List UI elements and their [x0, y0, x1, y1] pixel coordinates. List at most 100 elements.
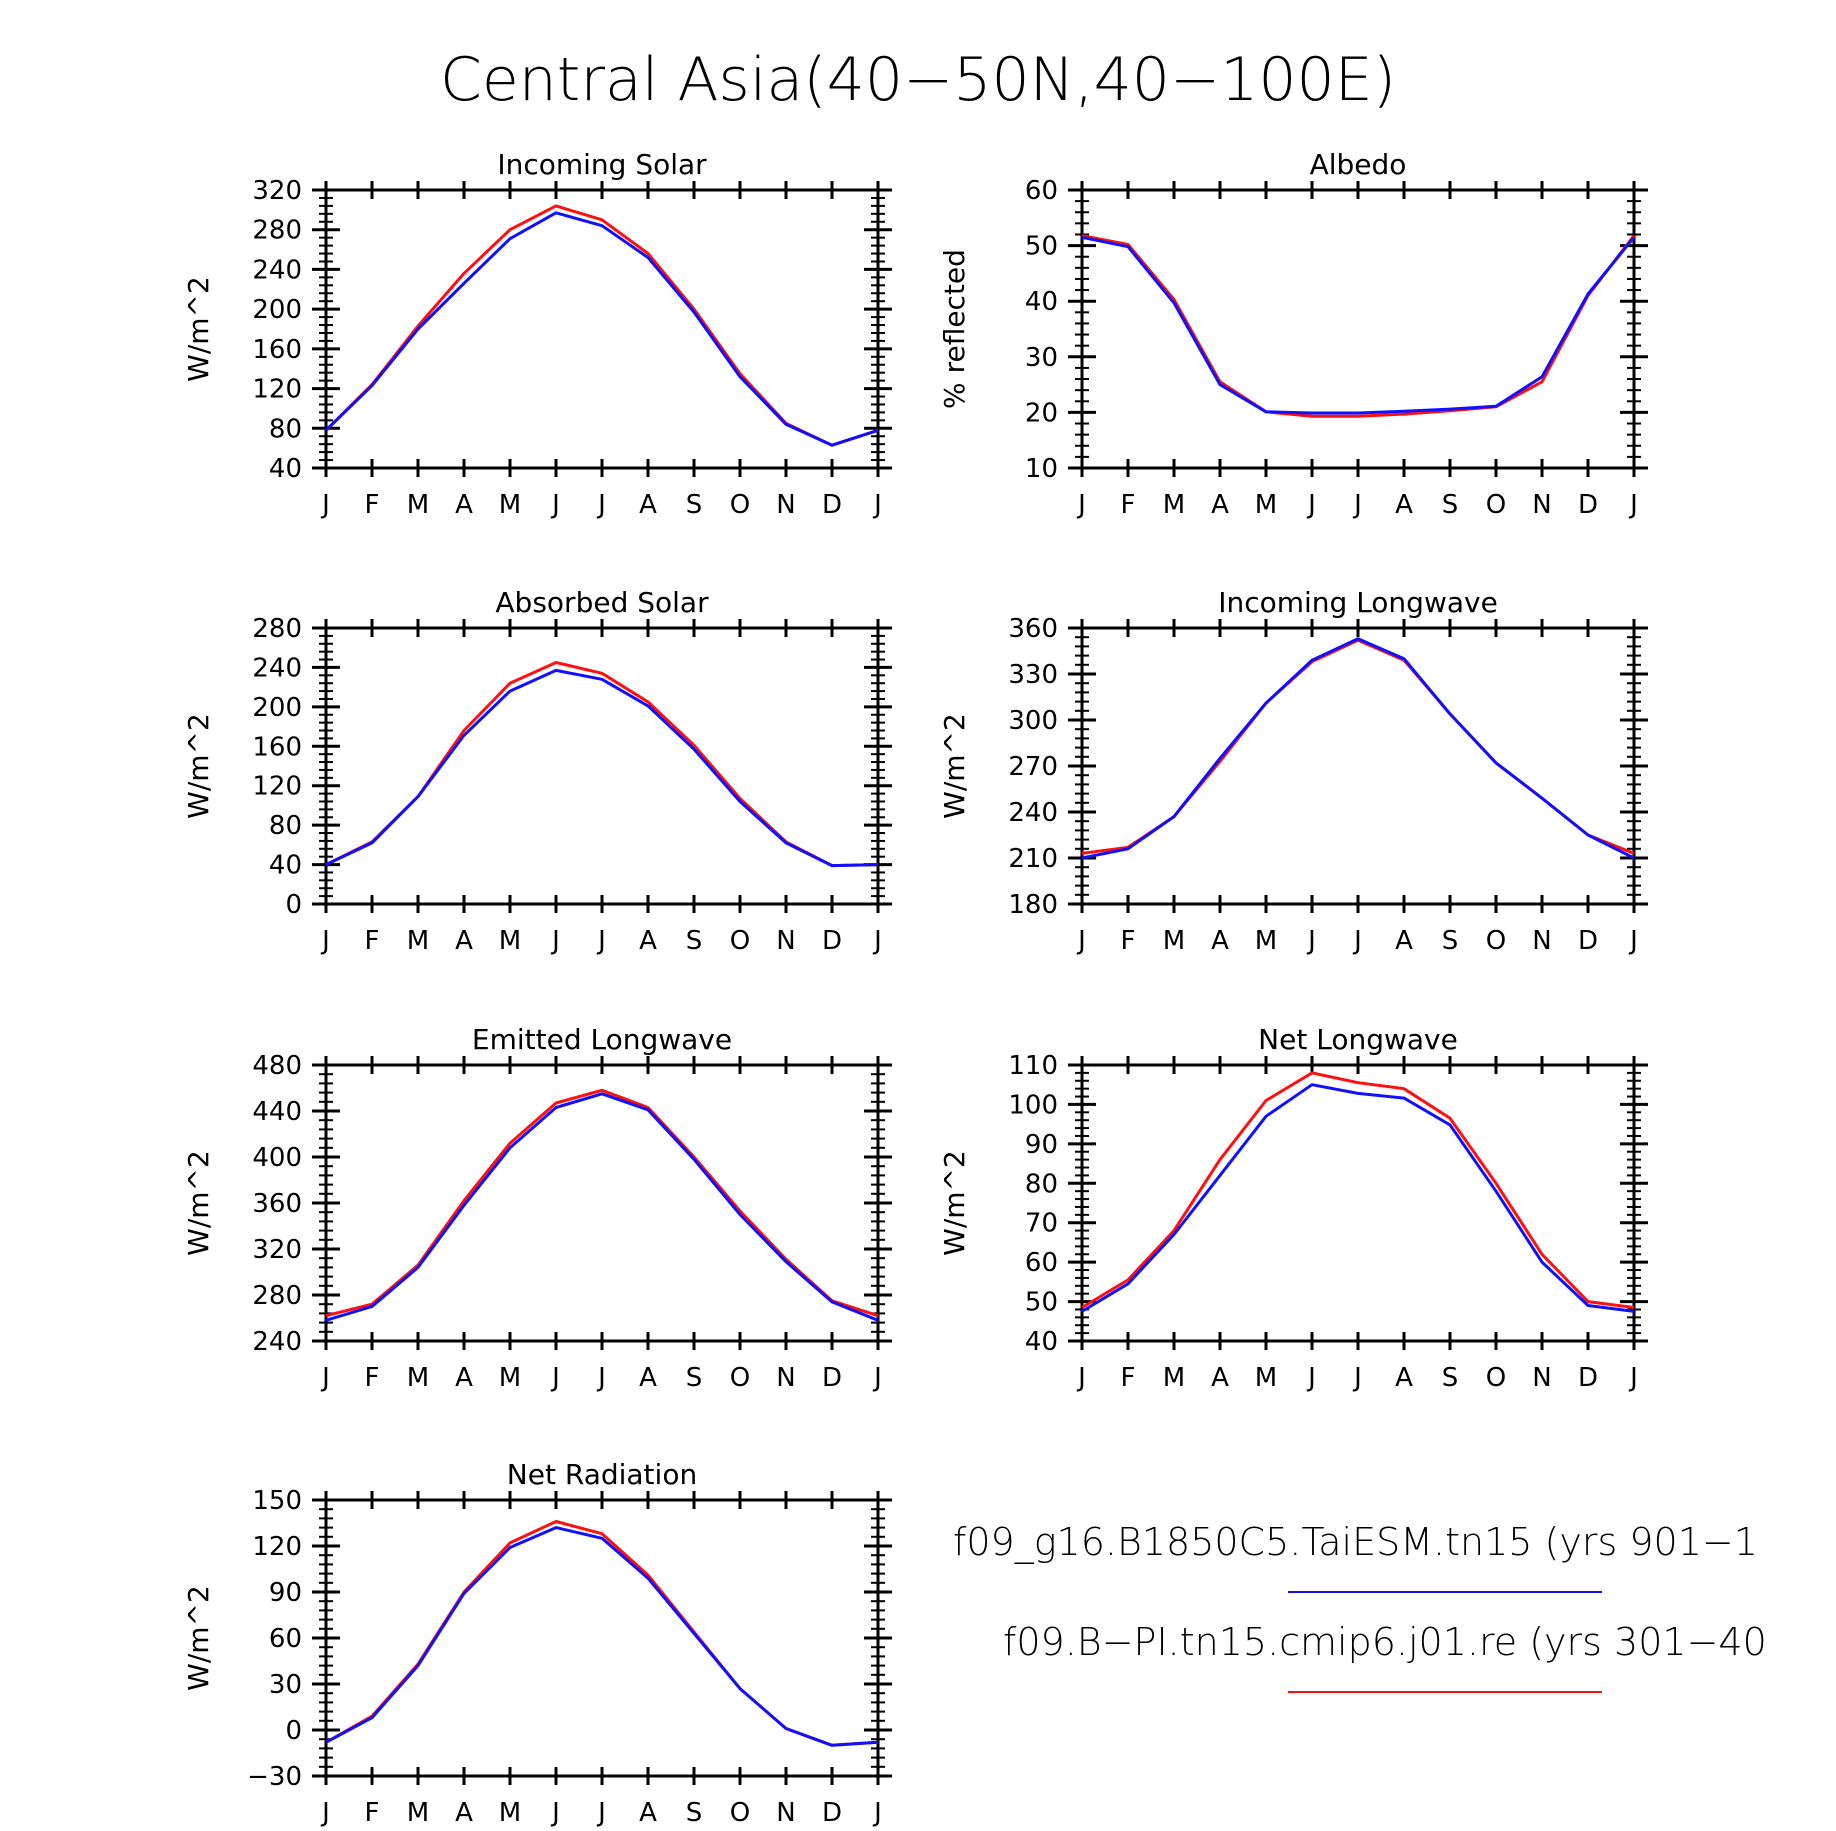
- x-tick-label: J: [872, 926, 882, 956]
- x-tick-label: J: [1306, 926, 1316, 956]
- y-tick-label: 30: [1025, 343, 1058, 373]
- legend: f09_g16.B1850C5.TaiESM.tn15 (yrs 901−1 f…: [953, 1520, 1767, 1693]
- x-tick-label: D: [822, 1798, 842, 1828]
- y-tick-label: 440: [252, 1097, 302, 1127]
- y-tick-label: 90: [269, 1578, 302, 1608]
- x-tick-label: J: [550, 490, 560, 520]
- series-line-1: [325, 661, 879, 868]
- x-tick-label: J: [596, 1363, 606, 1393]
- x-tick-label: M: [499, 490, 521, 520]
- plot-frame: [324, 626, 880, 906]
- panel-title: Incoming Solar: [497, 148, 707, 181]
- x-tick-label: J: [1352, 490, 1362, 520]
- y-tick-label: 60: [1025, 176, 1058, 206]
- x-tick-label: N: [776, 1798, 795, 1828]
- x-tick-label: J: [550, 926, 560, 956]
- x-tick-label: J: [872, 490, 882, 520]
- x-tick-label: O: [730, 926, 750, 956]
- y-tick-label: 50: [1025, 1288, 1058, 1318]
- y-axis-label: W/m^2: [182, 713, 215, 819]
- x-tick-label: S: [686, 490, 703, 520]
- y-tick-label: 40: [1025, 287, 1058, 317]
- y-tick-label: 280: [252, 216, 302, 246]
- x-tick-label: O: [1486, 1363, 1506, 1393]
- x-tick-label: M: [1163, 1363, 1185, 1393]
- x-tick-label: S: [686, 926, 703, 956]
- y-tick-label: 200: [252, 693, 302, 723]
- x-tick-label: F: [365, 1363, 380, 1393]
- y-tick-label: 160: [252, 732, 302, 762]
- x-tick-label: S: [1442, 490, 1459, 520]
- y-tick-label: 320: [252, 176, 302, 206]
- x-tick-label: M: [1163, 926, 1185, 956]
- y-tick-label: 40: [269, 851, 302, 881]
- series-line-2: [325, 1526, 879, 1747]
- x-tick-label: F: [1121, 1363, 1136, 1393]
- x-tick-label: A: [1211, 926, 1229, 956]
- y-tick-label: 240: [252, 653, 302, 683]
- x-tick-label: M: [407, 926, 429, 956]
- y-tick-label: −30: [247, 1762, 302, 1792]
- x-tick-label: M: [1255, 490, 1277, 520]
- x-tick-label: A: [639, 1798, 657, 1828]
- y-tick-label: 10: [1025, 454, 1058, 484]
- x-tick-label: A: [455, 490, 473, 520]
- y-tick-label: 320: [252, 1235, 302, 1265]
- series-line-1: [1081, 234, 1636, 418]
- x-tick-label: M: [499, 926, 521, 956]
- x-tick-label: D: [1578, 1363, 1598, 1393]
- series-line-2: [1081, 1083, 1635, 1313]
- x-tick-label: J: [596, 1798, 606, 1828]
- panel-title: Albedo: [1310, 148, 1407, 181]
- x-tick-label: A: [455, 926, 473, 956]
- x-tick-label: M: [499, 1363, 521, 1393]
- x-tick-label: F: [365, 1798, 380, 1828]
- y-tick-label: 120: [252, 772, 302, 802]
- plot-frame: [324, 1498, 880, 1778]
- x-tick-label: A: [1211, 490, 1229, 520]
- x-tick-label: O: [730, 490, 750, 520]
- y-tick-label: 480: [252, 1051, 302, 1081]
- x-tick-label: J: [320, 1363, 330, 1393]
- x-tick-label: A: [1211, 1363, 1229, 1393]
- x-tick-label: N: [776, 926, 795, 956]
- x-tick-label: J: [1076, 926, 1086, 956]
- y-tick-label: 100: [1008, 1090, 1058, 1120]
- y-tick-label: 360: [1008, 614, 1058, 644]
- y-tick-label: 360: [252, 1189, 302, 1219]
- x-tick-label: M: [407, 1798, 429, 1828]
- y-axis-label: W/m^2: [182, 1585, 215, 1691]
- y-tick-label: 80: [269, 414, 302, 444]
- x-tick-label: J: [1076, 1363, 1086, 1393]
- y-tick-label: 20: [1025, 398, 1058, 428]
- y-tick-label: 330: [1008, 660, 1058, 690]
- y-axis-label: W/m^2: [182, 276, 215, 382]
- x-tick-label: J: [1352, 1363, 1362, 1393]
- x-tick-label: O: [1486, 490, 1506, 520]
- y-tick-label: 40: [1025, 1327, 1058, 1357]
- x-tick-label: O: [730, 1798, 750, 1828]
- y-tick-label: 90: [1025, 1130, 1058, 1160]
- x-tick-label: J: [872, 1798, 882, 1828]
- x-tick-label: D: [822, 926, 842, 956]
- x-tick-label: N: [776, 490, 795, 520]
- x-tick-label: D: [1578, 490, 1598, 520]
- y-tick-label: 200: [252, 295, 302, 325]
- x-tick-label: M: [499, 1798, 521, 1828]
- y-tick-label: 70: [1025, 1209, 1058, 1239]
- panel-title: Absorbed Solar: [495, 586, 709, 619]
- series-line-1: [325, 1520, 879, 1747]
- x-tick-label: S: [686, 1363, 703, 1393]
- panel-title: Net Longwave: [1258, 1023, 1458, 1056]
- legend-label-2: f09.B−PI.tn15.cmip6.j01.re (yrs 301−40: [1003, 1620, 1767, 1664]
- y-tick-label: 240: [252, 255, 302, 285]
- x-tick-label: A: [455, 1363, 473, 1393]
- x-tick-label: J: [1628, 490, 1638, 520]
- y-tick-label: 270: [1008, 752, 1058, 782]
- x-tick-label: F: [1121, 490, 1136, 520]
- y-axis-label: W/m^2: [938, 1150, 971, 1256]
- series-line-2: [324, 211, 879, 447]
- panels: J F M A M J J A S O N D J4080120160200240280320Incom…: [182, 148, 1648, 1828]
- x-tick-label: S: [1442, 1363, 1459, 1393]
